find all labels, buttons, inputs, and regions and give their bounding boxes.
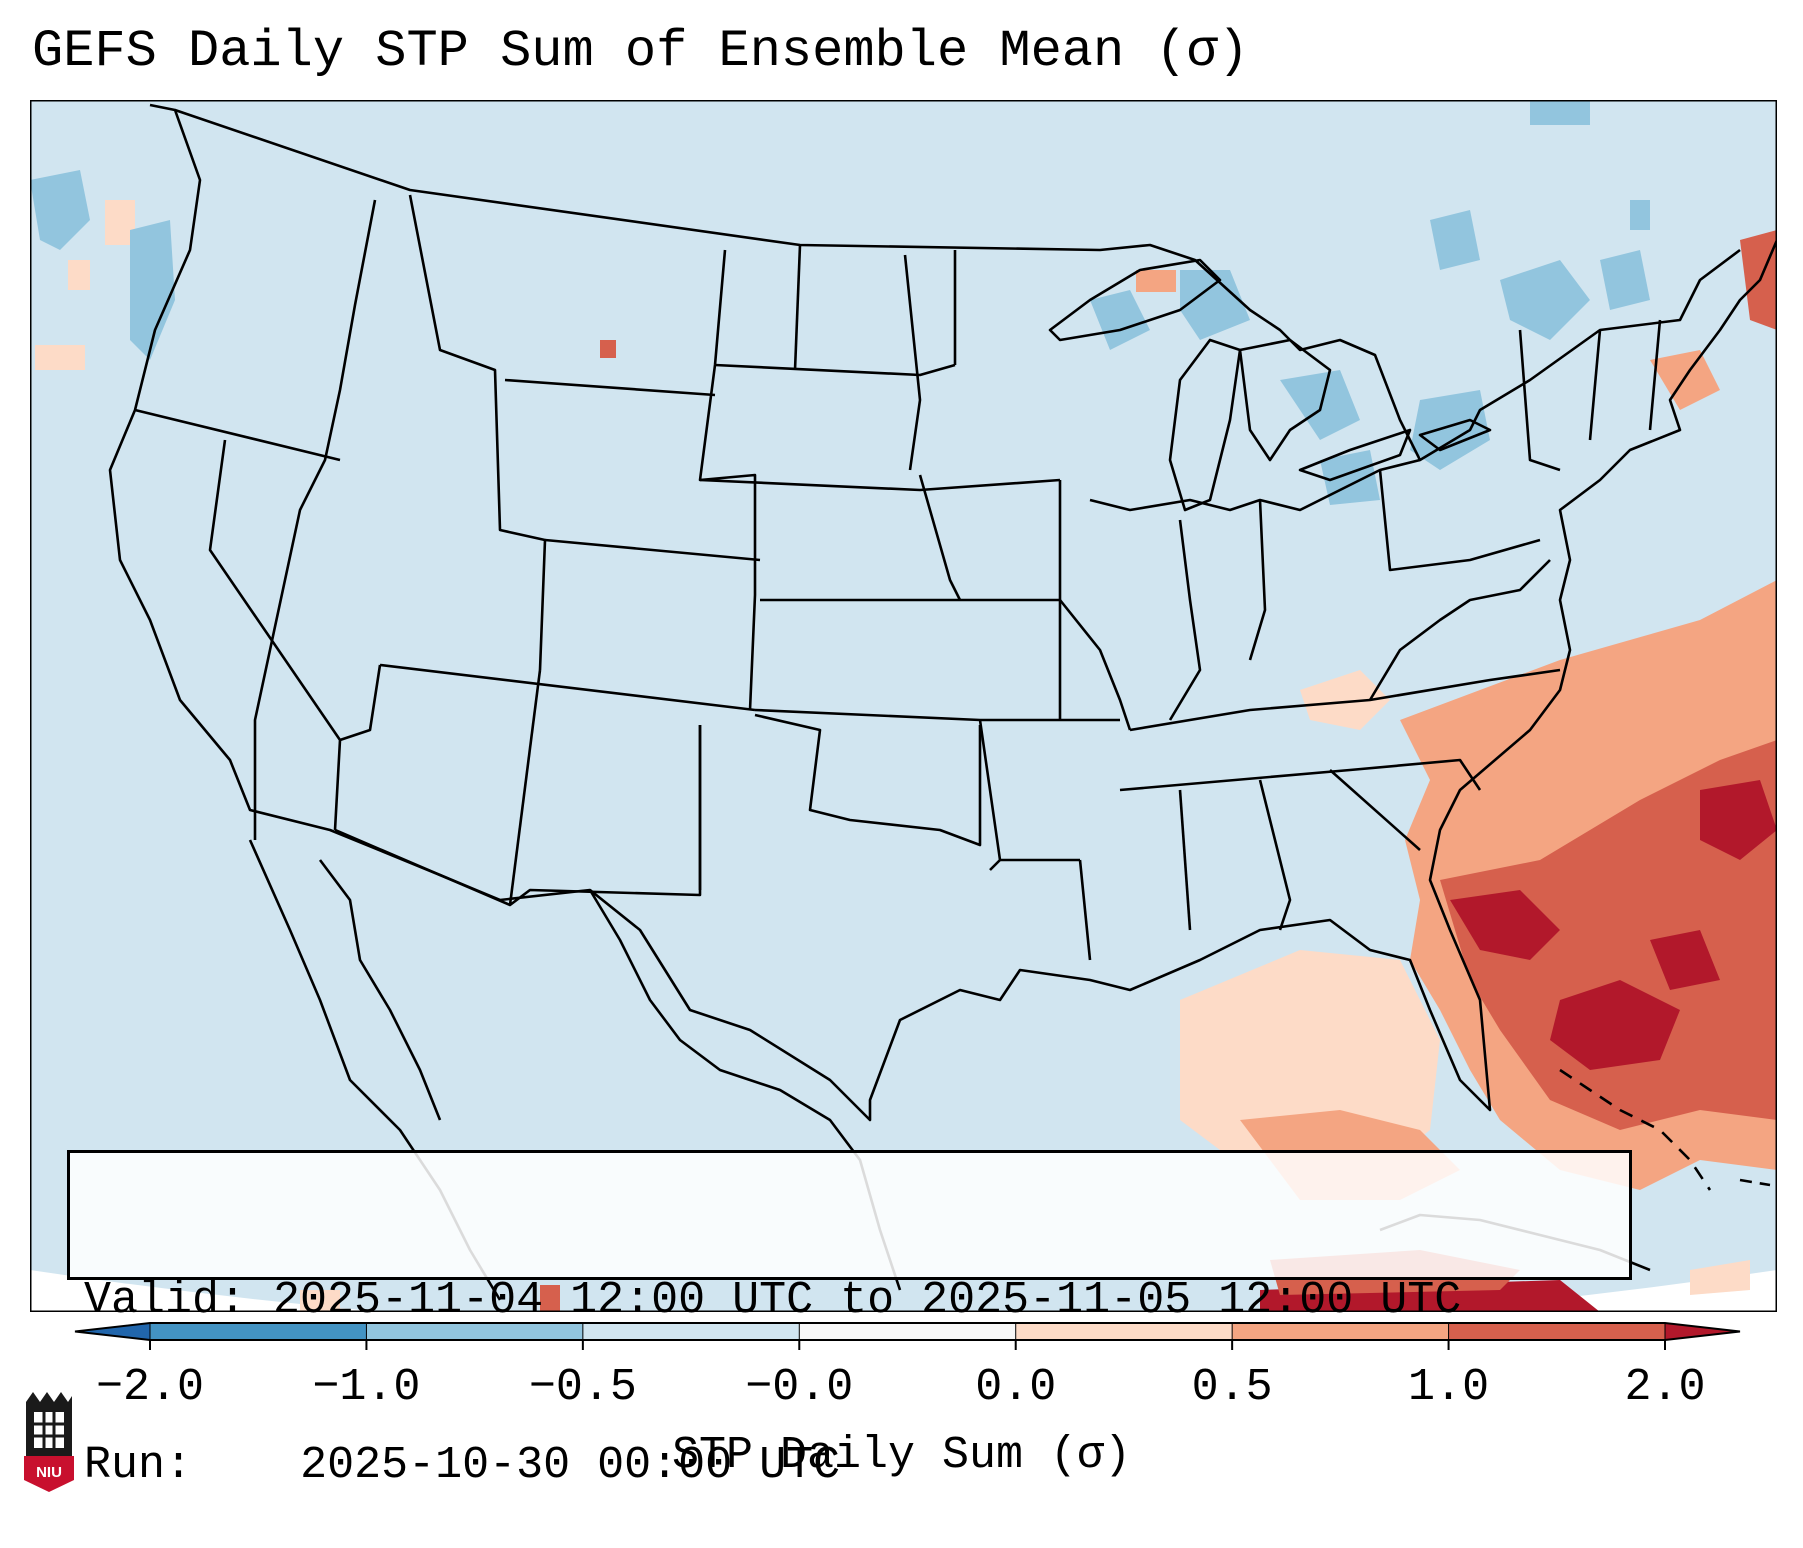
chart-title: GEFS Daily STP Sum of Ensemble Mean (σ): [32, 22, 1249, 81]
valid-value: 2025-11-04 12:00 UTC to 2025-11-05 12:00…: [273, 1275, 1462, 1326]
colorbar-extend-high: [1665, 1323, 1740, 1340]
colorbar: [74, 1322, 1741, 1350]
valid-time-box: Valid: 2025-11-04 12:00 UTC to 2025-11-0…: [67, 1150, 1632, 1491]
colorbar-tick-label: −0.0: [745, 1362, 854, 1413]
colorbar-segment: [1232, 1323, 1450, 1340]
map-figure: NIU: [24, 100, 1777, 1492]
colorbar-segment: [366, 1323, 584, 1340]
shield-icon: [24, 1456, 74, 1492]
building-icon: [34, 1412, 64, 1448]
colorbar-segment: [799, 1323, 1017, 1340]
valid-line: Valid: 2025-11-04 12:00 UTC to 2025-11-0…: [84, 1273, 1615, 1328]
colorbar-tick-label: 0.0: [975, 1362, 1057, 1413]
colorbar-tick-label: 2.0: [1624, 1362, 1706, 1413]
colorbar-segment: [150, 1323, 367, 1340]
colorbar-segment: [582, 1323, 800, 1340]
colorbar-segment: [1448, 1323, 1666, 1340]
colorbar-tick-label: −2.0: [95, 1362, 205, 1413]
colorbar-tick-label: −1.0: [312, 1362, 421, 1413]
projection-edge: [30, 1270, 1777, 1312]
niu-logo: NIU: [24, 1392, 74, 1492]
positive-anomaly-field: [35, 200, 1777, 1312]
colorbar-tick-label: 0.5: [1191, 1362, 1273, 1413]
colorbar-tick-labels: −2.0 −1.0 −0.5 −0.0 0.0 0.5 1.0 2.0: [0, 1362, 1803, 1422]
colorbar-title: STP Daily Sum (σ): [671, 1430, 1132, 1481]
map-panel: [30, 100, 1777, 1312]
colorbar-segment: [1015, 1323, 1233, 1340]
logo-text: NIU: [36, 1464, 62, 1481]
colorbar-extend-low: [75, 1323, 150, 1340]
colorbar-tick-label: −0.5: [528, 1362, 637, 1413]
valid-label: Valid:: [84, 1275, 247, 1326]
state-borders: [108, 103, 1777, 1301]
run-line: Run: 2025-10-30 00:00 UTC: [84, 1438, 1615, 1493]
run-value: 2025-10-30 00:00 UTC: [300, 1440, 841, 1491]
run-label: Run:: [84, 1440, 193, 1491]
colorbar-tick-label: 1.0: [1408, 1362, 1490, 1413]
